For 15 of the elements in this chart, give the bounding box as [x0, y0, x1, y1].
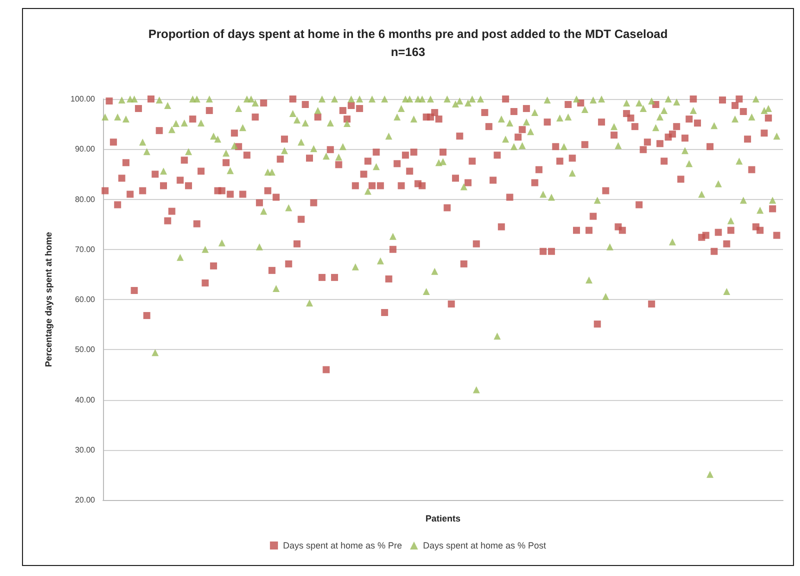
y-tick-label: 70.00 — [74, 244, 96, 254]
y-tick-label: 30.00 — [74, 445, 96, 454]
y-tick-label: 100.00 — [70, 94, 96, 104]
y-tick-label: 80.00 — [74, 194, 96, 204]
y-axis-title: Percentage days spent at home — [44, 232, 54, 368]
legend-label: Days spent at home as % Pre — [282, 540, 402, 550]
chart-title: Proportion of days spent at home in the 6 months pre and post added to the MDT Caseload — [148, 27, 668, 41]
chart-subtitle: n=163 — [390, 45, 426, 59]
y-tick-label: 20.00 — [74, 496, 96, 504]
y-tick-label: 40.00 — [74, 395, 96, 404]
y-tick-label: 60.00 — [74, 295, 96, 304]
legend-label: Days spent at home as % Post — [423, 540, 547, 550]
y-tick-label: 50.00 — [74, 345, 96, 354]
x-axis-title: Patients — [425, 514, 461, 524]
y-tick-label: 90.00 — [74, 144, 96, 154]
